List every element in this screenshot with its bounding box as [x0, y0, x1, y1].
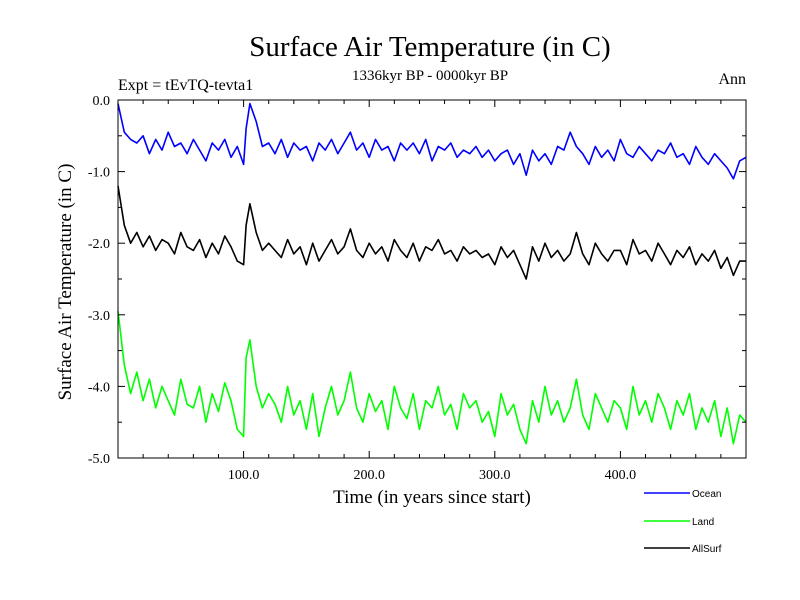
experiment-label: Expt = tEvTQ-tevta1	[118, 77, 253, 94]
plot-frame	[117, 99, 747, 459]
x-tick-label: 200.0	[353, 468, 385, 483]
y-tick-label: -4.0	[88, 380, 110, 395]
series-line-ocean	[117, 102, 747, 180]
x-tick-label: 400.0	[605, 468, 637, 483]
series-line-land	[117, 311, 747, 445]
legend-label-land: Land	[692, 517, 714, 528]
y-tick-label: -3.0	[88, 309, 110, 324]
y-tick-label: -2.0	[88, 237, 110, 252]
y-tick-label: -1.0	[88, 166, 110, 181]
series-line-allsurf	[117, 185, 746, 280]
x-axis-label: Time (in years since start)	[333, 487, 531, 508]
y-axis-label: Surface Air Temperature (in C)	[55, 164, 76, 401]
x-tick-label: 300.0	[479, 468, 511, 483]
chart-subtitle: 1336kyr BP - 0000kyr BP	[352, 68, 508, 84]
legend-label-allsurf: AllSurf	[692, 544, 722, 555]
chart-title: Surface Air Temperature (in C)	[249, 31, 610, 63]
season-label: Ann	[718, 71, 746, 88]
x-tick-label: 100.0	[228, 468, 260, 483]
legend: Ocean Land AllSurf	[644, 489, 722, 555]
y-tick-label: -5.0	[88, 452, 110, 467]
legend-label-ocean: Ocean	[692, 489, 721, 500]
axis-layer: 0.0 -1.0 -2.0 -3.0 -4.0 -5.0 100.0 200.0 300.0 40…	[88, 94, 746, 483]
y-tick-label: 0.0	[93, 94, 111, 109]
series-layer	[117, 102, 747, 445]
